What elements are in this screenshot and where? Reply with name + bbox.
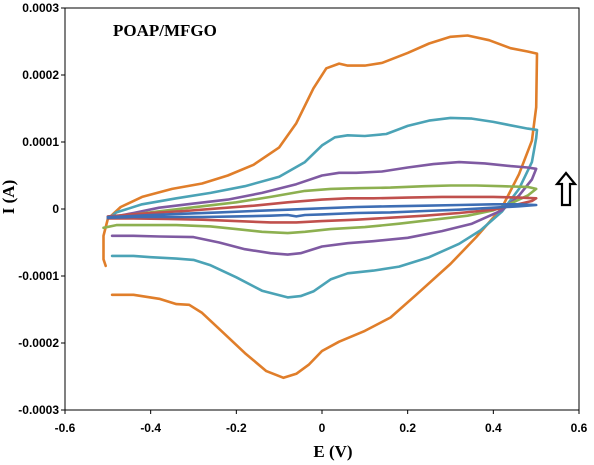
x-tick-label: -0.4 xyxy=(140,421,161,435)
chart-annotation: POAP/MFGO xyxy=(113,21,217,40)
up-arrow-icon xyxy=(554,171,578,207)
y-tick-label: -0.0001 xyxy=(18,269,59,283)
y-tick-layer: 0.0003 0.0002 0.0001 0 -0.0001 -0.0002 -0.0003 xyxy=(18,1,65,417)
x-tick-label: -0.2 xyxy=(226,421,247,435)
cv-curve-6 xyxy=(106,203,538,219)
cv-curve-1 xyxy=(102,34,539,380)
x-tick-label: -0.6 xyxy=(55,421,76,435)
y-tick-label: 0.0001 xyxy=(22,135,59,149)
y-tick-label: -0.0003 xyxy=(18,403,59,417)
y-tick-label: -0.0002 xyxy=(18,336,59,350)
x-tick-layer: -0.6 -0.4 -0.2 0 0.2 0.4 0.6 xyxy=(55,410,588,435)
series-layer xyxy=(102,34,539,380)
cv-curve-2 xyxy=(106,116,539,299)
cv-curve-4 xyxy=(102,184,538,235)
cv-curve-5 xyxy=(106,195,538,224)
x-tick-label: 0.6 xyxy=(571,421,588,435)
y-axis-title: I (A) xyxy=(0,180,18,214)
y-tick-label: 0 xyxy=(52,202,59,216)
x-tick-label: 0.4 xyxy=(485,421,502,435)
cv-curve-3 xyxy=(110,160,538,256)
y-tick-label: 0.0002 xyxy=(22,68,59,82)
x-tick-label: 0.2 xyxy=(399,421,416,435)
x-tick-label: 0 xyxy=(319,421,326,435)
x-axis-title: E (V) xyxy=(313,442,352,461)
y-tick-label: 0.0003 xyxy=(22,1,59,15)
